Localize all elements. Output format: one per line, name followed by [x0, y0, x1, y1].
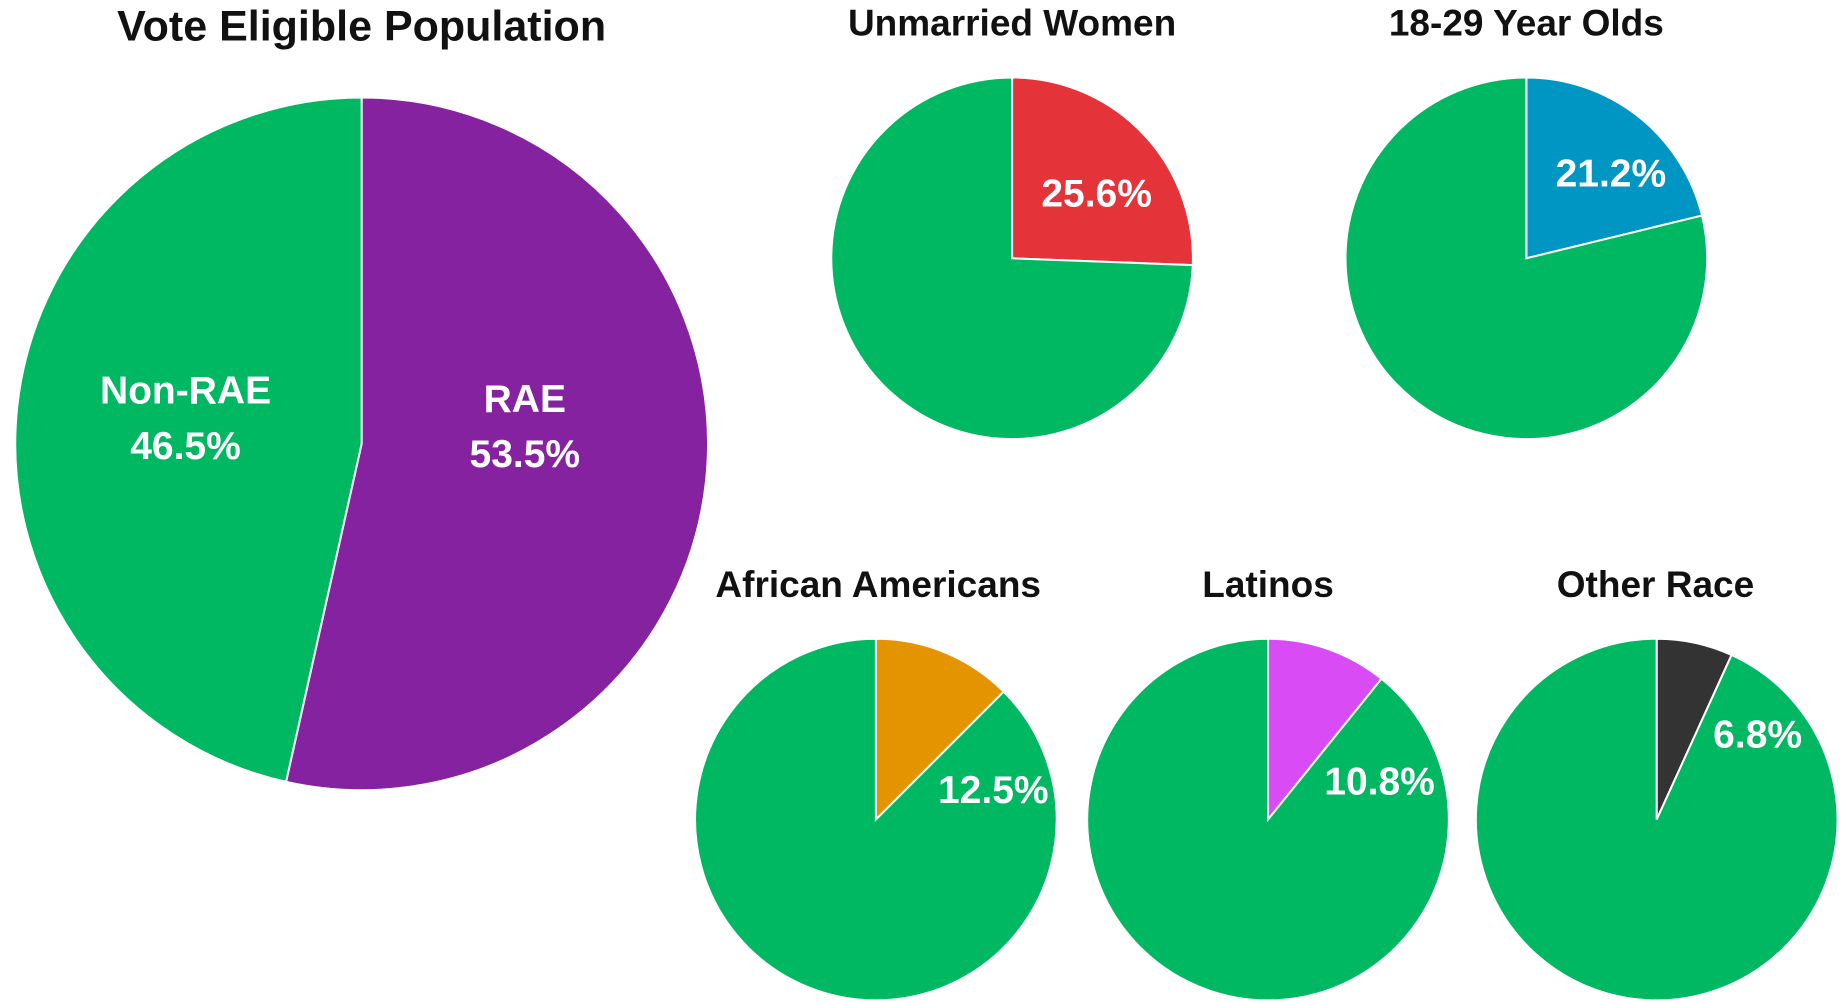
- slice-value: 46.5%: [130, 425, 241, 468]
- pie-slice: [1086, 637, 1450, 1002]
- slice-category: RAE: [484, 378, 566, 421]
- slice-value: 53.5%: [470, 433, 581, 476]
- pie-slice: [284, 96, 709, 792]
- pie-slice: [1344, 76, 1709, 441]
- pie-title: Unmarried Women: [848, 3, 1176, 44]
- pie-slice: [1474, 637, 1839, 1002]
- slice-value: 12.5%: [938, 769, 1049, 812]
- slice-value: 25.6%: [1041, 172, 1152, 215]
- pie-title: Latinos: [1202, 564, 1334, 605]
- pie-slice: [1011, 76, 1194, 267]
- slice-value: 6.8%: [1713, 714, 1802, 757]
- pie-title: African Americans: [715, 564, 1041, 605]
- pie-title: Other Race: [1557, 564, 1754, 605]
- pie-title: 18-29 Year Olds: [1389, 3, 1664, 44]
- slice-category: Non-RAE: [100, 370, 271, 413]
- slice-value: 21.2%: [1556, 152, 1667, 195]
- slice-value: 10.8%: [1324, 761, 1435, 804]
- pie-slice: [1267, 637, 1383, 823]
- pie-slice: [874, 637, 1006, 822]
- pie-slice: [694, 637, 1058, 1002]
- pie-title: Vote Eligible Population: [117, 3, 606, 51]
- pie-slice: [830, 76, 1194, 441]
- pie-slice: [1525, 76, 1704, 260]
- pie-slice: [14, 96, 363, 784]
